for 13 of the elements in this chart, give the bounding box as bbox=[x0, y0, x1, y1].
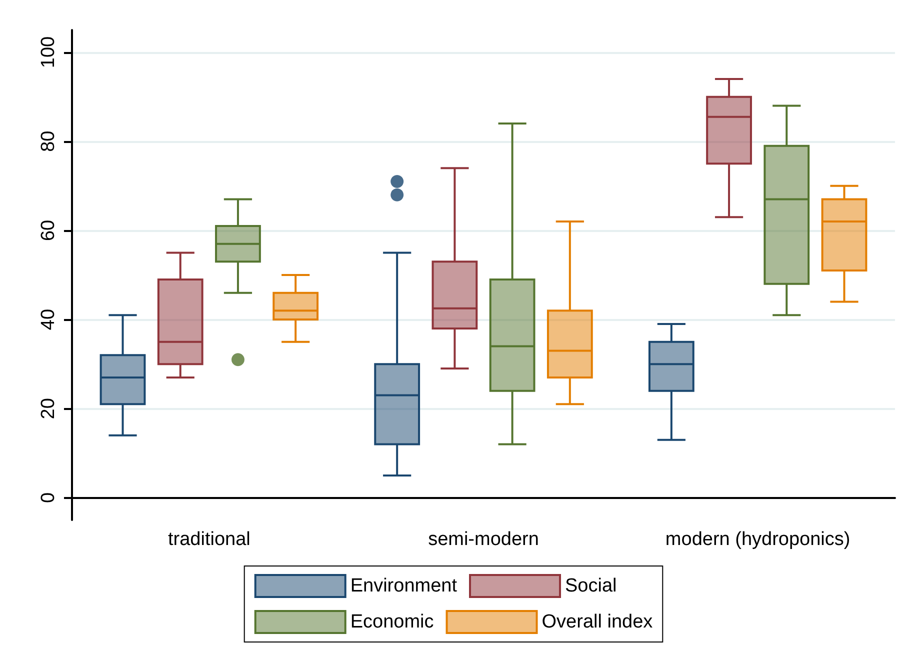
x-tick-label: modern (hydroponics) bbox=[665, 529, 850, 550]
legend-label: Social bbox=[565, 576, 617, 596]
y-tick-label: 40 bbox=[38, 308, 59, 330]
legend-label: Environment bbox=[350, 576, 458, 596]
x-tick-label: semi-modern bbox=[428, 529, 539, 550]
x-tick-label: traditional bbox=[168, 529, 250, 550]
y-tick-label: 80 bbox=[38, 130, 59, 152]
y-tick-label: 60 bbox=[38, 220, 59, 242]
y-tick-label: 20 bbox=[38, 398, 59, 420]
y-tick-label: 0 bbox=[38, 492, 59, 504]
y-tick-label: 100 bbox=[38, 36, 59, 68]
legend-label: Overall index bbox=[542, 612, 654, 632]
legend-label: Economic bbox=[350, 612, 434, 632]
